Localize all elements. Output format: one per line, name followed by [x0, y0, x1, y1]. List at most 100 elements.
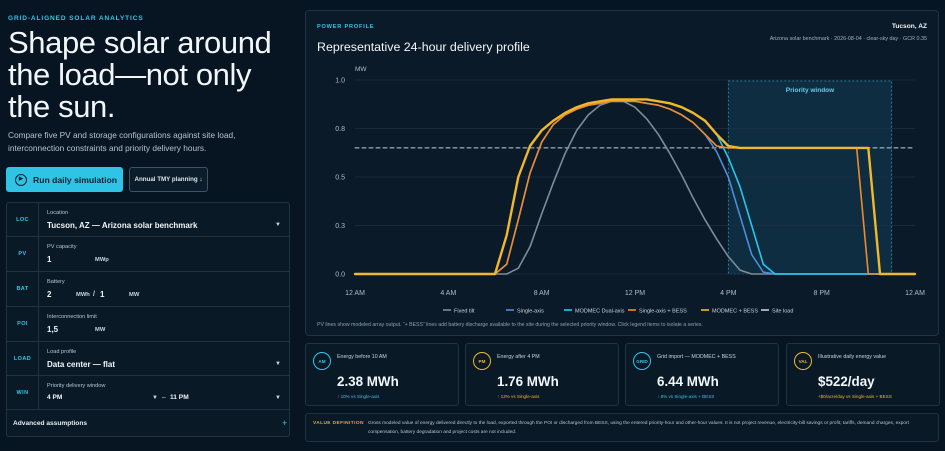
poi-row: POI Interconnection limit 1,5 MW [7, 307, 289, 342]
value-definition-tag: VALUE DEFINITION [313, 421, 364, 426]
y-tick-label: 1.0 [335, 78, 345, 85]
metric-badge: GRID [633, 352, 651, 370]
battery-power-unit: MW [129, 292, 140, 298]
metric-value: 2.38 MWh [337, 374, 399, 389]
x-tick-label: 4 PM [720, 290, 737, 297]
x-tick-label: 4 AM [440, 290, 456, 297]
annual-tmy-button[interactable]: Annual TMY planning ↓ [129, 167, 208, 192]
battery-tag: BAT [7, 272, 39, 306]
app-eyebrow: GRID-ALIGNED SOLAR ANALYTICS [8, 15, 144, 22]
metric-badge: AM [313, 352, 331, 370]
battery-power-input[interactable]: 1 [100, 290, 105, 299]
play-icon: ▶ [15, 173, 27, 186]
priority-window-label: Priority window [786, 87, 835, 94]
load-profile-select[interactable]: Data center — flat [47, 360, 116, 369]
legend-item[interactable]: Single-axis [517, 309, 544, 315]
run-simulation-button[interactable]: ▶ Run daily simulation [6, 167, 123, 192]
chevron-down-icon[interactable]: ▼ [275, 361, 281, 367]
panel-meta: Arizona solar benchmark · 2026-08-04 · c… [769, 36, 927, 42]
window-end-select[interactable]: 11 PM [170, 394, 189, 401]
legend-item[interactable]: MODMEC Dual-axis [575, 309, 625, 315]
metric-delta: ↓ 8% vs Single-axis + BESS [657, 394, 715, 399]
metric-label: Grid import — MODMEC + BESS [657, 354, 736, 360]
location-tag: LOC [7, 203, 39, 236]
y-tick-label: 0.8 [335, 126, 345, 133]
run-simulation-label: Run daily simulation [33, 174, 118, 185]
interconnection-input[interactable]: 1,5 [47, 325, 59, 334]
window-label: Priority delivery window [47, 383, 106, 389]
chevron-down-icon[interactable]: ▼ [275, 222, 281, 228]
location-select[interactable]: Tucson, AZ — Arizona solar benchmark [47, 221, 198, 230]
window-row: WIN Priority delivery window 4 PM ▼ – 11… [7, 376, 289, 410]
legend-item[interactable]: MODMEC + BESS [712, 309, 758, 315]
window-tag: WIN [7, 376, 39, 409]
legend-item[interactable]: Single-axis + BESS [639, 309, 687, 315]
pv-tag: PV [7, 237, 39, 271]
poi-label: Interconnection limit [47, 314, 97, 320]
legend-item[interactable]: Fixed tilt [454, 309, 475, 315]
panel-eyebrow: POWER PROFILE [317, 24, 375, 30]
poi-tag: POI [7, 307, 39, 341]
pv-capacity-input[interactable]: 1 [47, 255, 52, 264]
battery-label: Battery [47, 279, 65, 285]
load-row[interactable]: LOAD Load profile Data center — flat ▼ [7, 342, 289, 376]
y-tick-label: 0.3 [335, 223, 345, 230]
load-label: Load profile [47, 349, 77, 355]
metric-card: GRID Grid import — MODMEC + BESS 6.44 MWh ↓… [625, 343, 779, 406]
annual-tmy-label: Annual TMY planning ↓ [134, 176, 203, 183]
poi-unit: MW [95, 327, 106, 333]
metric-label: Illustrative daily energy value [818, 354, 887, 360]
location-label: Location [47, 210, 69, 216]
plus-icon[interactable]: + [282, 418, 288, 428]
metric-card: AM Energy before 10 AM 2.38 MWh ↑ 10% vs Si… [305, 343, 459, 406]
metric-badge: PM [473, 352, 491, 370]
metric-badge: VAL [794, 352, 812, 370]
legend-item[interactable]: Site load [772, 309, 793, 315]
priority-window-band [727, 80, 893, 275]
battery-row: BAT Battery 2 MWh / 1 MW [7, 272, 289, 307]
advanced-assumptions-toggle[interactable]: Advanced assumptions [13, 420, 88, 427]
chevron-down-icon[interactable]: ▼ [275, 395, 281, 401]
left-column: GRID-ALIGNED SOLAR ANALYTICS Shape solar… [6, 0, 292, 451]
y-axis-label: MW [355, 66, 367, 73]
hero-headline: Shape solar around the load—not only the… [8, 25, 272, 124]
metric-card: PM Energy after 4 PM 1.76 MWh ↑ 13% vs Sing… [465, 343, 619, 406]
window-dash: – [162, 394, 166, 401]
metric-label: Energy before 10 AM [337, 354, 387, 360]
y-tick-label: 0.5 [335, 175, 345, 182]
series-line-modmec-bess [353, 98, 917, 276]
metric-label: Energy after 4 PM [497, 354, 540, 360]
pv-row: PV PV capacity 1 MWp [7, 237, 289, 272]
power-profile-chart: Priority window 0.0 0.3 0.5 0.8 1.0 MW 12 AM 4 A… [335, 66, 925, 315]
pv-label: PV capacity [47, 244, 77, 250]
battery-energy-input[interactable]: 2 [47, 290, 52, 299]
pv-unit: MWp [95, 257, 109, 263]
metric-delta: ↑ 10% vs Single-axis [337, 394, 380, 399]
metric-value: 1.76 MWh [497, 374, 559, 389]
load-tag: LOAD [7, 342, 39, 375]
location-row[interactable]: LOC Location Tucson, AZ — Arizona solar … [7, 203, 289, 237]
chart-footnote: PV lines show modeled array output. “+ B… [317, 322, 703, 328]
configuration-form: LOC Location Tucson, AZ — Arizona solar … [6, 202, 290, 437]
x-tick-label: 8 PM [813, 290, 830, 297]
panel-title: Representative 24-hour delivery profile [317, 40, 530, 54]
value-definition: VALUE DEFINITION Gross modeled value of … [305, 413, 939, 442]
metric-value: 6.44 MWh [657, 374, 719, 389]
y-tick-label: 0.0 [335, 272, 345, 279]
panel-location: Tucson, AZ [891, 23, 927, 30]
x-tick-label: 12 AM [905, 290, 925, 297]
battery-energy-unit: MWh [76, 292, 90, 298]
chevron-down-icon[interactable]: ▼ [152, 395, 158, 401]
metric-card: VAL Illustrative daily energy value $522/d… [786, 343, 940, 406]
x-tick-label: 12 AM [345, 290, 365, 297]
power-profile-panel: POWER PROFILE Representative 24-hour del… [305, 10, 939, 336]
x-tick-label: 8 AM [534, 290, 550, 297]
metric-value: $522/day [818, 374, 875, 389]
value-definition-text: Gross modeled value of energy delivered … [368, 421, 909, 435]
intro-text: Compare five PV and storage configuratio… [8, 130, 236, 153]
window-start-select[interactable]: 4 PM [47, 394, 63, 401]
metric-delta: +$0/acre/day vs Single-axis + BESS [818, 394, 892, 399]
battery-separator: / [93, 291, 95, 298]
x-tick-label: 12 PM [625, 290, 645, 297]
metric-delta: ↑ 13% vs Single-axis [497, 394, 540, 399]
